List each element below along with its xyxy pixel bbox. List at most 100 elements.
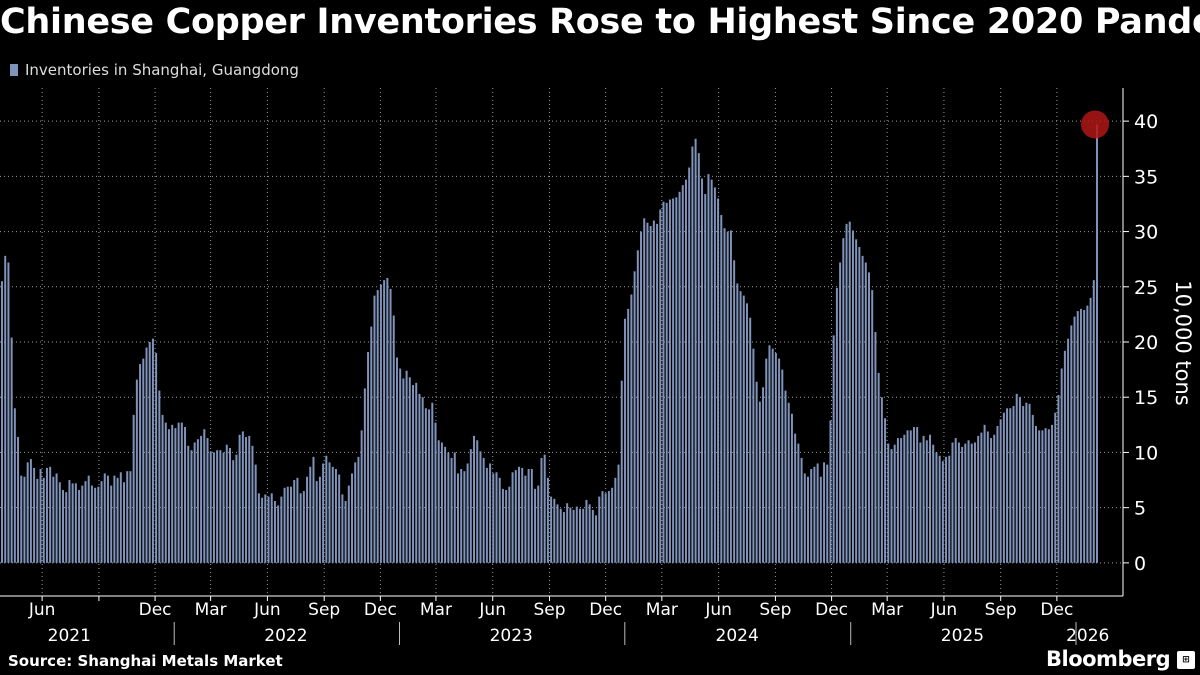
bar [607,491,610,563]
bar [479,451,482,563]
bar [431,402,434,563]
bar [807,476,809,563]
bar [177,422,180,563]
bar [546,477,549,563]
bar [787,402,790,563]
bar [309,466,312,563]
bar [797,443,800,563]
bar [453,452,456,563]
bar [1070,325,1073,563]
bar [861,255,864,563]
bar [742,295,745,563]
bar [1031,414,1034,563]
bar [912,427,915,563]
bar [543,454,546,563]
bar [158,390,161,563]
bar [961,446,964,563]
bar [964,443,967,563]
bar [585,499,588,563]
bar [701,178,704,563]
bar [704,194,707,563]
bar [916,427,919,563]
bar [209,451,212,563]
bar [1060,368,1063,563]
bar [1009,408,1012,563]
bar [402,378,405,563]
bar [781,369,784,563]
bar [87,475,90,563]
bar [293,480,296,563]
bar [216,450,219,563]
bar [325,455,328,563]
bar [1051,424,1054,563]
bar [1022,406,1025,563]
bar [206,438,209,563]
bar [1076,311,1079,563]
bar [919,442,922,563]
bar [851,230,854,563]
bar [485,467,488,563]
gridlines [0,88,1123,596]
bar [524,475,527,563]
bar [376,290,379,563]
bar [476,440,479,563]
bar [803,473,806,563]
bar [408,377,411,563]
bar [758,401,761,563]
bar [672,198,675,563]
bar [675,197,678,563]
chart-title: Chinese Copper Inventories Rose to Highe… [0,2,1200,42]
bar [794,433,797,563]
bar [126,471,129,563]
bars [1,110,1109,563]
bar [469,449,472,563]
bar [161,414,164,563]
bar [20,475,23,563]
bar [839,262,842,563]
bar [1018,397,1021,563]
bar [932,444,935,563]
bar [347,485,350,563]
bar [1025,402,1028,563]
x-month-label: Jun [704,600,732,620]
bar [212,452,215,563]
bar [139,364,142,563]
bar [286,486,289,563]
bar [990,438,993,563]
bar [1073,316,1076,563]
bar [900,438,903,563]
bar [993,434,996,563]
bar [826,464,829,563]
legend-label: Inventories in Shanghai, Guangdong [25,61,299,79]
bar [1041,430,1044,563]
bar [662,201,665,563]
bar [868,272,870,563]
bar [733,260,736,563]
bar [1054,412,1057,563]
bar [190,450,193,563]
bar [373,295,376,563]
bloomberg-logo: Bloomberg [1046,647,1171,671]
bar [203,429,206,563]
bar [296,477,299,563]
bar [71,483,74,563]
bar [421,397,424,563]
bar [1089,297,1092,563]
bar [518,466,520,563]
bar [710,179,713,563]
bar [386,277,389,563]
bar [713,187,716,563]
bar [906,430,909,563]
bar [257,493,260,563]
bar [1,281,3,563]
bar [633,271,636,563]
x-month-label: Sep [533,600,565,620]
bar [1096,124,1098,563]
x-month-label: Mar [420,600,452,620]
bar [957,442,960,563]
bar [241,431,244,563]
bar [315,481,318,563]
bar [495,472,498,563]
bar [745,303,748,563]
